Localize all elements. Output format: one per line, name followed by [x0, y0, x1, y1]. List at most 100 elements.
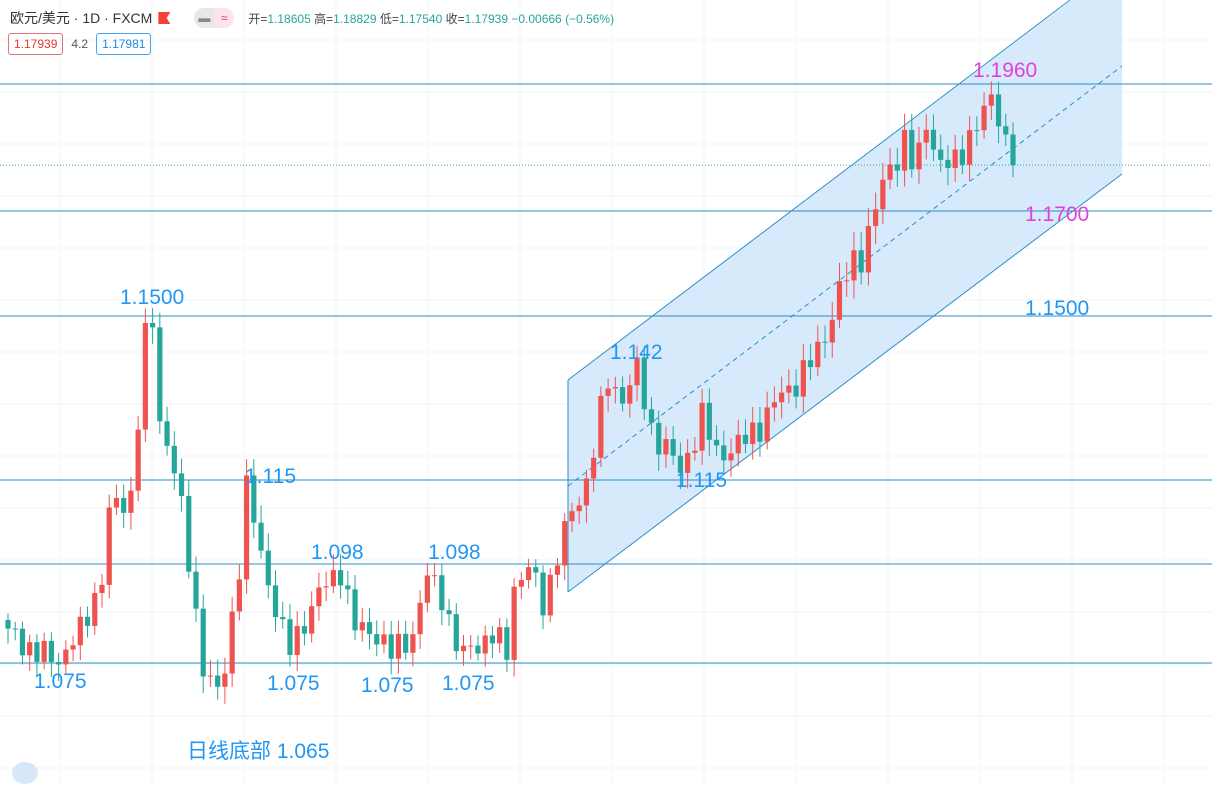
- candle-body: [12, 628, 18, 630]
- candle-body: [764, 407, 770, 442]
- candle-body: [34, 642, 40, 662]
- candle-body: [337, 570, 344, 586]
- candle-body: [395, 633, 402, 659]
- candle-body: [330, 570, 336, 587]
- candle-body: [663, 439, 669, 455]
- candle-body: [952, 149, 958, 168]
- candle-body: [99, 584, 105, 594]
- candle-body: [359, 622, 365, 631]
- candle-body: [193, 571, 199, 609]
- candle-body: [77, 616, 83, 646]
- ohlc-readout: 开=1.18605 高=1.18829 低=1.17540 收=1.17939 …: [248, 11, 615, 26]
- candle-body: [562, 521, 568, 566]
- candle-body: [554, 565, 561, 575]
- candle-body: [497, 627, 503, 644]
- candle-body: [366, 622, 373, 635]
- candle-body: [1003, 126, 1009, 135]
- candle-body: [27, 642, 33, 656]
- candle-body: [807, 360, 814, 368]
- candle-body: [605, 388, 611, 396]
- candle-body: [706, 402, 712, 440]
- candle-body: [728, 453, 734, 461]
- candle-body: [901, 129, 908, 171]
- candle-body: [518, 579, 524, 587]
- candle-body: [800, 360, 806, 397]
- candle-body: [468, 645, 474, 647]
- candle-body: [938, 149, 944, 160]
- candle-body: [424, 575, 430, 603]
- candle-body: [265, 550, 271, 586]
- candle-body: [171, 445, 177, 474]
- candle-body: [569, 511, 575, 522]
- candle-body: [981, 105, 987, 131]
- approx-icon: ≈: [214, 8, 235, 28]
- channel-fill: [568, 0, 1122, 592]
- label-1075-a: 1.075: [34, 670, 87, 693]
- candle-body: [670, 439, 676, 456]
- candle-body: [916, 142, 922, 170]
- candle-body: [619, 387, 626, 404]
- candle-body: [771, 402, 778, 408]
- candle-body: [757, 422, 763, 442]
- candle-body: [945, 159, 951, 168]
- candle-body: [280, 617, 286, 620]
- candle-body: [786, 385, 792, 393]
- candle-body: [815, 341, 821, 368]
- candle-body: [880, 179, 886, 210]
- label-1960: 1.1960: [973, 59, 1038, 82]
- candle-body: [345, 585, 351, 590]
- channel-upper: [567, 0, 1071, 381]
- candle-body: [106, 507, 112, 585]
- candle-body: [113, 497, 120, 508]
- candle-body: [164, 421, 170, 446]
- candle-body: [70, 645, 76, 650]
- candle-body: [453, 614, 459, 652]
- bid-box[interactable]: 1.17939: [8, 33, 64, 55]
- candle-body: [525, 567, 532, 580]
- candle-body: [648, 409, 655, 423]
- candle-body: [294, 626, 300, 655]
- label-1115-left: 1.115: [245, 465, 296, 488]
- channel-lower: [567, 173, 1123, 593]
- label-1098-a: 1.098: [311, 541, 364, 564]
- flag-icon[interactable]: [158, 12, 171, 24]
- candle-body: [272, 585, 279, 618]
- candle-body: [627, 385, 633, 404]
- minus-icon: ▬: [194, 8, 215, 28]
- candle-body: [836, 281, 843, 320]
- candle-body: [381, 634, 387, 645]
- candle-body: [598, 395, 604, 458]
- symbol-title[interactable]: 欧元/美元 · 1D · FXCM: [10, 10, 153, 26]
- label-1075-b: 1.075: [267, 672, 320, 695]
- candle-body: [489, 635, 496, 644]
- candle-body: [699, 402, 705, 451]
- candle-body: [793, 385, 799, 397]
- label-1500-right: 1.1500: [1025, 297, 1090, 320]
- label-1115-right: 1.115: [676, 469, 727, 492]
- label-1142: 1.142: [610, 341, 663, 364]
- candle-body: [374, 634, 380, 645]
- candle-body: [829, 319, 835, 343]
- candle-body: [352, 589, 358, 631]
- candle-body: [63, 649, 69, 665]
- candle-body: [323, 586, 329, 588]
- candle-body: [923, 129, 929, 143]
- candle-body: [1010, 134, 1016, 166]
- candle-body: [388, 634, 394, 659]
- candle-body: [591, 457, 597, 479]
- candle-body: [236, 579, 242, 612]
- ask-box[interactable]: 1.17981: [96, 33, 152, 55]
- candle-body: [988, 94, 994, 106]
- candle-body: [229, 611, 235, 674]
- candle-body: [135, 429, 141, 491]
- tradingview-logo-icon[interactable]: [12, 762, 38, 784]
- candle-body: [930, 129, 937, 150]
- candle-body: [48, 640, 54, 662]
- candle-body: [128, 490, 134, 513]
- candle-body: [251, 475, 257, 523]
- candle-body: [504, 627, 510, 660]
- status-pill[interactable]: ▬ ≈: [194, 8, 235, 28]
- candle-body: [5, 619, 11, 629]
- candle-body: [540, 572, 546, 616]
